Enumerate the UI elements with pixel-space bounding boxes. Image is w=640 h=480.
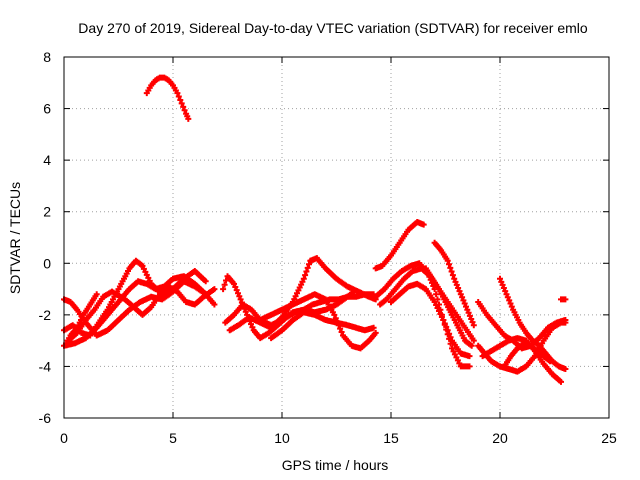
data-point-markers — [63, 291, 100, 347]
x-tick-label: 0 — [60, 430, 68, 446]
series-track-p — [422, 265, 475, 349]
y-axis-label: SDTVAR / TECUs — [7, 182, 23, 294]
series-track-k — [372, 219, 427, 272]
series-high-arc — [143, 74, 192, 122]
x-axis-label: GPS time / hours — [282, 457, 389, 473]
x-tick-label: 15 — [383, 430, 399, 446]
series-track-e — [63, 291, 100, 347]
data-point-markers — [388, 280, 473, 360]
y-tick-label: 2 — [43, 204, 51, 220]
data-point-markers — [143, 74, 192, 122]
data-point-markers — [422, 265, 475, 349]
plot-frame — [63, 56, 610, 419]
data-point-markers — [226, 255, 379, 334]
data-point-markers — [268, 309, 377, 342]
y-tick-label: 6 — [43, 101, 51, 117]
y-tick-label: 8 — [43, 49, 51, 65]
series-track-n — [388, 280, 473, 360]
data-point-markers — [501, 340, 554, 370]
data-point-markers — [372, 219, 427, 272]
series-track-j — [268, 309, 377, 342]
y-tick-label: 4 — [43, 152, 51, 168]
x-tick-label: 10 — [274, 430, 290, 446]
series-track-h — [226, 255, 379, 334]
axis-ticks: 0 5 10 15 20 25 -6 -4 -2 0 2 4 6 8 — [39, 49, 617, 446]
series-track-v — [558, 296, 569, 303]
y-tick-label: -6 — [39, 410, 52, 426]
x-tick-label: 20 — [492, 430, 508, 446]
y-tick-label: -4 — [39, 358, 52, 374]
data-point-markers — [558, 296, 569, 303]
y-tick-label: -2 — [39, 307, 52, 323]
y-tick-label: 0 — [43, 255, 51, 271]
data-point-markers — [431, 239, 477, 329]
series-track-u — [501, 340, 554, 370]
x-tick-label: 25 — [601, 430, 617, 446]
chart-title: Day 270 of 2019, Sidereal Day-to-day VTE… — [78, 20, 588, 36]
x-tick-label: 5 — [169, 430, 177, 446]
series-track-o — [431, 239, 477, 329]
data-marks — [61, 74, 569, 385]
